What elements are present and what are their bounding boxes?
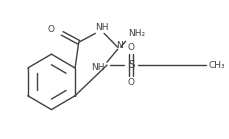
Text: S: S (128, 60, 135, 70)
Text: NH: NH (95, 23, 109, 32)
Text: O: O (128, 78, 135, 87)
Text: O: O (48, 25, 55, 34)
Text: NH: NH (92, 63, 105, 72)
Text: NH₂: NH₂ (128, 29, 146, 38)
Text: CH₃: CH₃ (208, 61, 225, 70)
Text: N: N (116, 41, 123, 50)
Text: O: O (128, 43, 135, 52)
